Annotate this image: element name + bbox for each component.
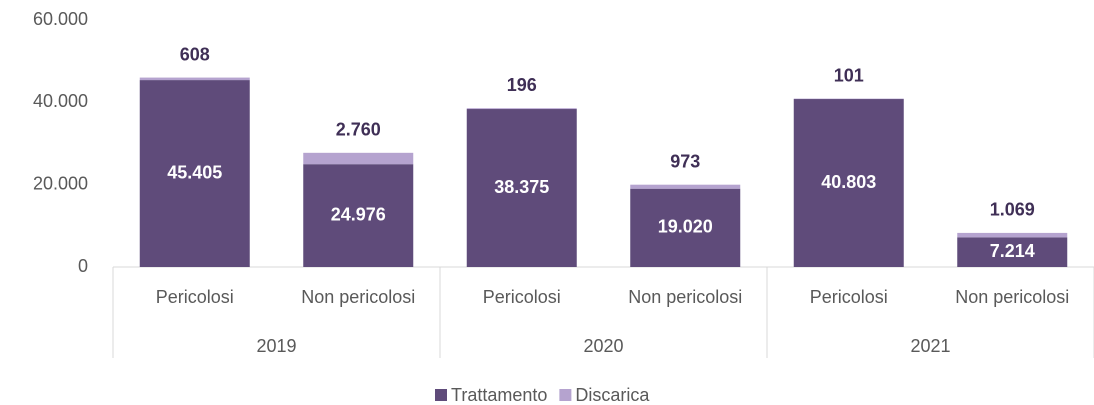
value-label: 2.760 — [336, 120, 381, 140]
bar-segment — [139, 77, 250, 81]
legend-swatch — [559, 389, 572, 401]
legend-label: Trattamento — [451, 385, 547, 405]
x-tick-label: Pericolosi — [810, 287, 888, 307]
value-label: 196 — [507, 75, 537, 95]
value-label: 7.214 — [990, 241, 1035, 261]
value-label: 608 — [180, 44, 210, 64]
bar-segment — [630, 184, 741, 189]
value-label: 24.976 — [331, 204, 386, 224]
y-tick-label: 60.000 — [33, 9, 88, 29]
legend-swatch — [435, 389, 447, 401]
value-label: 973 — [670, 151, 700, 171]
bar-segment — [466, 109, 577, 267]
value-label: 19.020 — [658, 217, 713, 237]
value-label: 1.069 — [990, 200, 1035, 220]
bar-segment — [303, 152, 414, 165]
bar-segment — [139, 80, 250, 267]
y-tick-label: 0 — [78, 256, 88, 276]
bar-segment — [793, 99, 904, 267]
value-label: 45.405 — [167, 162, 222, 182]
bar-segment — [957, 232, 1068, 238]
y-tick-label: 20.000 — [33, 173, 88, 193]
x-tick-label: Non pericolosi — [301, 287, 415, 307]
x-tick-label: Non pericolosi — [955, 287, 1069, 307]
group-label: 2020 — [583, 336, 623, 356]
value-label: 38.375 — [494, 177, 549, 197]
group-label: 2019 — [256, 336, 296, 356]
value-label: 101 — [834, 65, 864, 85]
legend-label: Discarica — [575, 385, 650, 405]
x-tick-label: Pericolosi — [156, 287, 234, 307]
value-label: 40.803 — [821, 172, 876, 192]
x-tick-label: Pericolosi — [483, 287, 561, 307]
group-label: 2021 — [910, 336, 950, 356]
y-tick-label: 40.000 — [33, 91, 88, 111]
x-tick-label: Non pericolosi — [628, 287, 742, 307]
bar-segment — [466, 108, 577, 110]
bar-segment — [630, 188, 741, 267]
bar-segment — [957, 237, 1068, 267]
bar-segment — [303, 164, 414, 267]
